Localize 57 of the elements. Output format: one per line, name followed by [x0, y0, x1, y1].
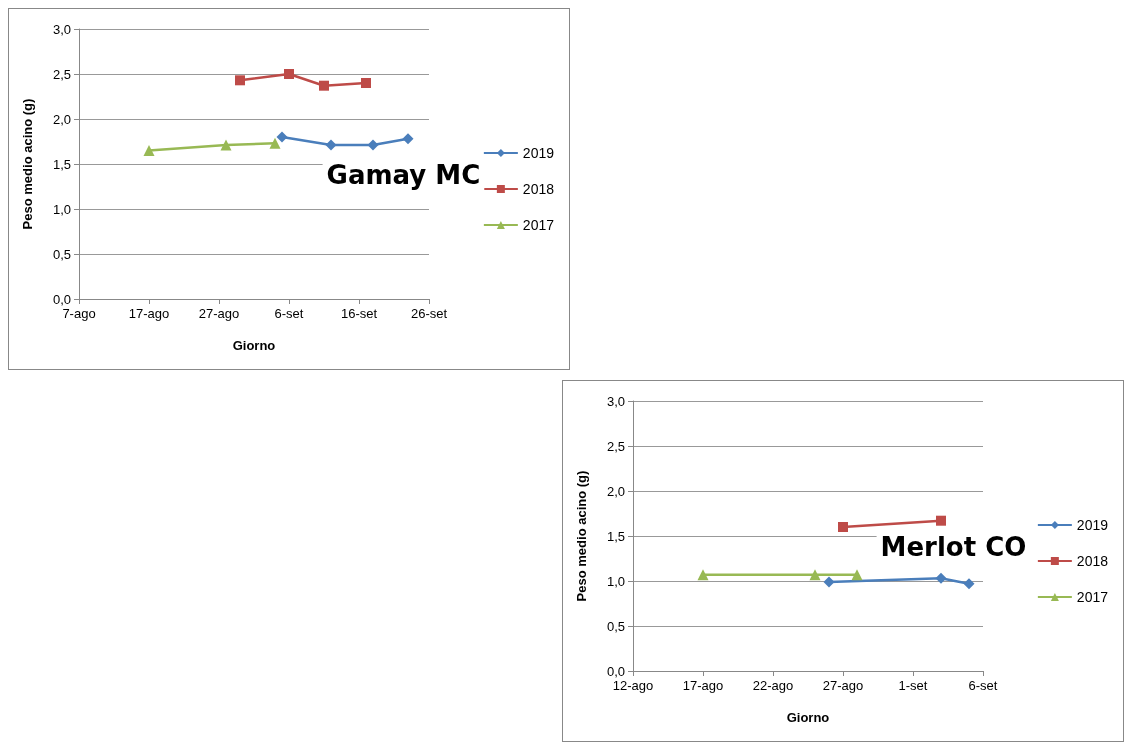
x-tick-label: 6-set [274, 306, 304, 321]
x-tick-label: 16-set [340, 306, 378, 321]
x-tick-label: 17-ago [682, 678, 724, 693]
x-tick-label: 17-ago [128, 306, 170, 321]
point [276, 131, 288, 143]
y-tick-label: 0,5 [606, 618, 625, 634]
y-tick-label: 2,0 [52, 111, 71, 127]
point [697, 569, 709, 581]
y-axis-title: Peso medio acino (g) [20, 98, 35, 230]
y-tick-label: 0,0 [52, 291, 71, 307]
point [325, 139, 337, 151]
text: Merlot CO [880, 532, 1027, 563]
x-tick-label: 27-ago [198, 306, 240, 321]
y-axis-title: Peso medio acino (g) [574, 470, 589, 602]
point [235, 75, 245, 86]
x-tick-label: 6-set [968, 678, 998, 693]
point [851, 569, 863, 581]
point [823, 576, 835, 588]
x-tick-label: 12-ago [612, 678, 654, 693]
y-tick-label: 0,5 [52, 246, 71, 262]
point [935, 572, 947, 584]
point [963, 578, 975, 590]
y-tick-label: 1,5 [52, 156, 71, 172]
point [838, 522, 848, 532]
x-tick-label: 26-set [410, 306, 448, 321]
text: Gamay MC [326, 160, 481, 191]
x-tick-label: 22-ago [752, 678, 794, 693]
legend-label: 2019 [522, 145, 555, 161]
x-axis-title: Giorno [786, 710, 830, 725]
x-tick-label: 1-set [898, 678, 928, 693]
x-tick-label: 27-ago [822, 678, 864, 693]
legend-label: 2018 [1076, 553, 1109, 569]
point [220, 139, 232, 151]
point [143, 145, 155, 156]
x-axis-title: Giorno [232, 338, 276, 353]
y-tick-label: 3,0 [52, 21, 71, 37]
point [269, 137, 281, 149]
point [402, 133, 414, 145]
y-tick-label: 0,0 [606, 663, 625, 679]
point [936, 515, 946, 526]
point [809, 569, 821, 581]
legend-label: 2017 [1076, 589, 1109, 605]
point [367, 139, 379, 151]
y-tick-label: 1,0 [606, 573, 625, 589]
legend-label: 2017 [522, 217, 555, 233]
x-tick-label: 7-ago [62, 306, 96, 321]
point [284, 69, 294, 79]
y-tick-label: 1,0 [52, 201, 71, 217]
y-tick-label: 2,5 [606, 438, 625, 454]
legend-label: 2018 [522, 181, 555, 197]
point [319, 80, 329, 91]
y-tick-label: 2,5 [52, 66, 71, 82]
y-tick-label: 2,0 [606, 483, 625, 499]
y-tick-label: 1,5 [606, 528, 625, 544]
point [361, 78, 371, 88]
legend-label: 2019 [1076, 517, 1109, 533]
y-tick-label: 3,0 [606, 393, 625, 409]
